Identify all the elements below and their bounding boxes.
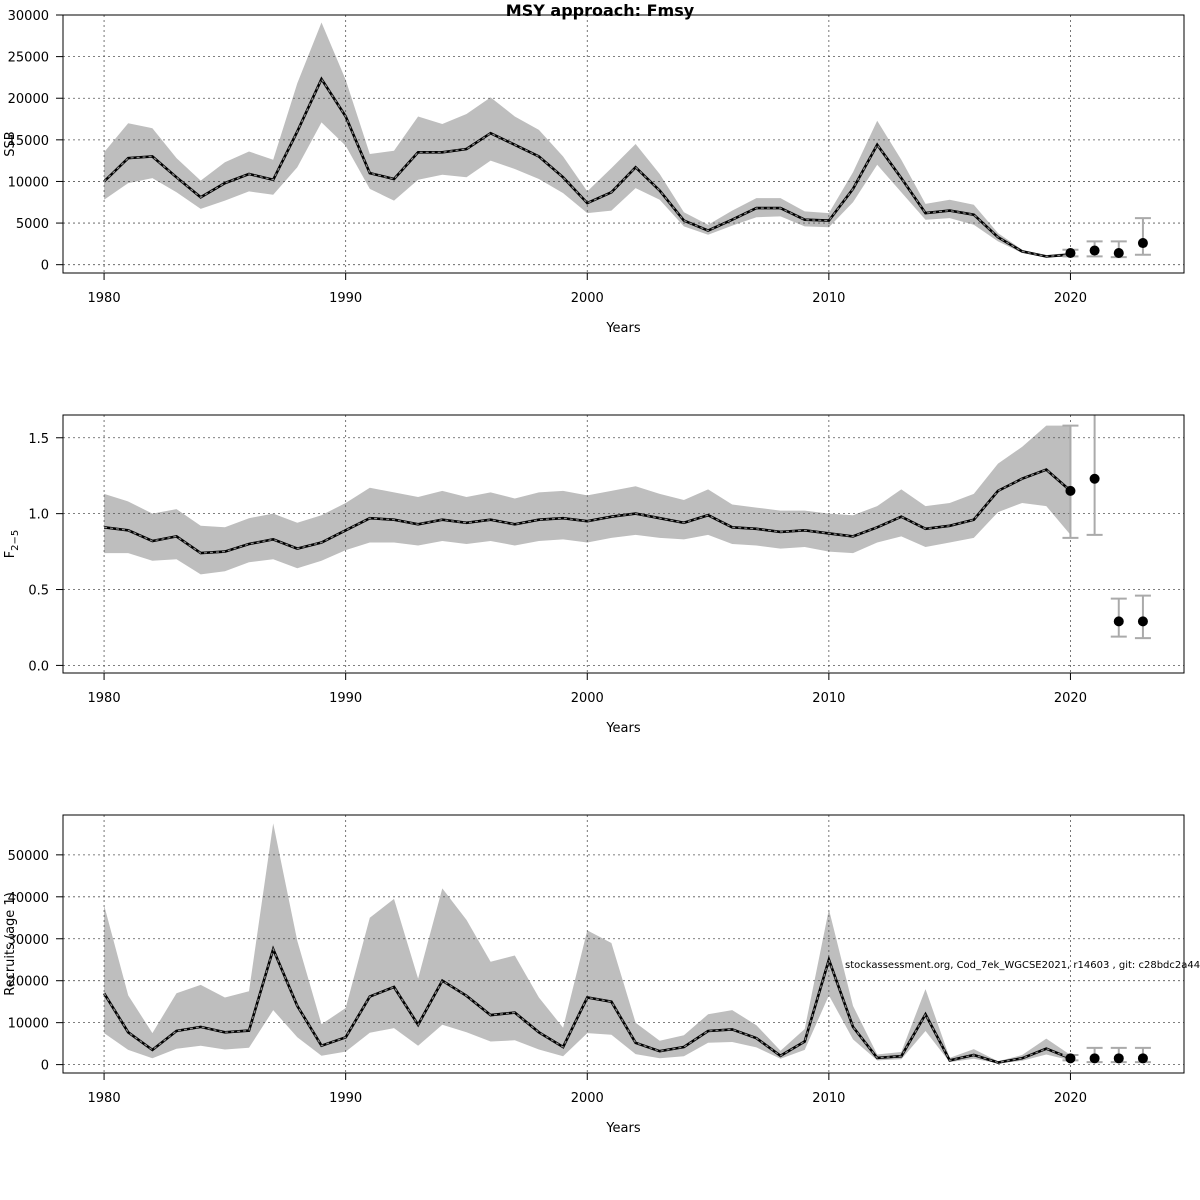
panel1-plot-box [62,14,1185,274]
panel1-ytick-label-0: 0 [41,259,49,274]
panel1-ylabel: SSB [3,131,18,156]
panel1-ytick-label-6: 30000 [8,9,49,24]
panel3-ytick-label-1: 10000 [8,1017,49,1032]
panel3-ytick-label-2: 20000 [8,975,49,990]
panel1-forecast-point-2020 [1065,248,1076,259]
panel1-ytick-label-2: 10000 [8,175,49,190]
panel2-ylabel-subscript: 2−5 [10,530,21,551]
panel3-ytick-label-3: 30000 [8,933,49,948]
panel1-xtick-label-1990: 1990 [329,291,362,306]
panel1-ytick-label-5: 25000 [8,51,49,66]
panel2-xtick-label-1990: 1990 [329,691,362,706]
panel2-forecast-point-2023 [1137,616,1148,627]
panel3-forecast-point-2020 [1065,1053,1076,1064]
panel2-forecast-point-2020 [1065,485,1076,496]
panel2-xtick-label-2000: 2000 [571,691,604,706]
panel3-ytick-label-4: 40000 [8,891,49,906]
panel3-xtick-label-2000: 2000 [571,1091,604,1106]
panel3-xtick-label-1990: 1990 [329,1091,362,1106]
panel1-forecast-point-2022 [1113,248,1124,259]
figure-title: MSY approach: Fmsy [506,1,695,20]
panel3-forecast-point-2021 [1089,1053,1100,1064]
panel2-plot-box [62,414,1185,674]
footnote: stockassessment.org, Cod_7ek_WGCSE2021, … [845,960,1200,971]
panel1-xlabel: Years [605,321,641,336]
panel1-estimate-dash [103,77,1071,258]
panel2-fishing-mortality: 1980 1990 2000 2010 2020 0.0 0.5 1.0 1.5 Years F2−… [3,414,1185,736]
panel1-ssb: 1980 1990 2000 2010 2020 0 5000 10000 15000 20000… [3,9,1185,336]
panel2-forecast-point-2022 [1113,616,1124,627]
panel1-forecast-point-2023 [1137,238,1148,249]
panel1-forecast-point-2021 [1089,245,1100,256]
panel3-forecast-point-2022 [1113,1053,1124,1064]
panel2-estimate-dash [104,468,1071,554]
panel2-ytick-label-2: 1.0 [28,508,49,523]
panel3-ylabel: Recruits (age 1) [3,892,18,996]
panel2-ylabel: F2−5 [3,530,21,559]
panel2-xtick-label-2010: 2010 [812,691,845,706]
panel2-ytick-label-1: 0.5 [28,584,49,599]
panel3-estimate-dash [103,947,1071,1064]
panel1-ytick-label-1: 5000 [16,217,49,232]
panel1-xtick-label-2010: 2010 [812,291,845,306]
panel3-xlabel: Years [605,1121,641,1136]
panel2-ytick-label-0: 0.0 [28,659,49,674]
panel2-xlabel: Years [605,721,641,736]
panel3-ytick-label-0: 0 [41,1059,49,1074]
panel1-xtick-label-2020: 2020 [1054,291,1087,306]
panel1-ytick-label-4: 20000 [8,92,49,107]
panel3-plot-box [62,814,1185,1074]
panel1-ytick-label-3: 15000 [8,134,49,149]
panel2-xtick-label-1980: 1980 [88,691,121,706]
panel2-ytick-label-3: 1.5 [28,432,49,447]
panel3-ytick-label-5: 50000 [8,849,49,864]
panel3-confidence-band [104,823,1071,1064]
panels: 1980 1990 2000 2010 202005000100001500020000… [3,9,1185,1136]
panel1-xtick-label-1980: 1980 [88,291,121,306]
panel3-xtick-label-2020: 2020 [1054,1091,1087,1106]
panel3-forecast-point-2023 [1137,1053,1148,1064]
panel3-xtick-label-1980: 1980 [88,1091,121,1106]
panel1-xtick-label-2000: 2000 [571,291,604,306]
panel2-xtick-label-2020: 2020 [1054,691,1087,706]
panel3-recruitment: 1980 1990 2000 2010 2020 0 10000 20000 30000 4000… [3,814,1185,1136]
panel3-xtick-label-2010: 2010 [812,1091,845,1106]
panel2-forecast-point-2021 [1089,473,1100,484]
